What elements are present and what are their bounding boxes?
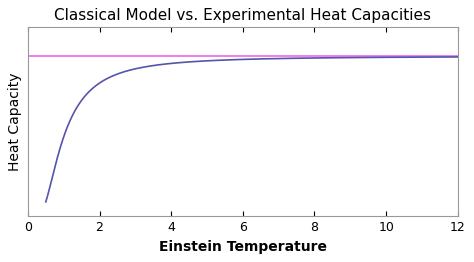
X-axis label: Einstein Temperature: Einstein Temperature xyxy=(159,240,327,254)
Y-axis label: Heat Capacity: Heat Capacity xyxy=(9,73,22,171)
Title: Classical Model vs. Experimental Heat Capacities: Classical Model vs. Experimental Heat Ca… xyxy=(55,8,431,23)
